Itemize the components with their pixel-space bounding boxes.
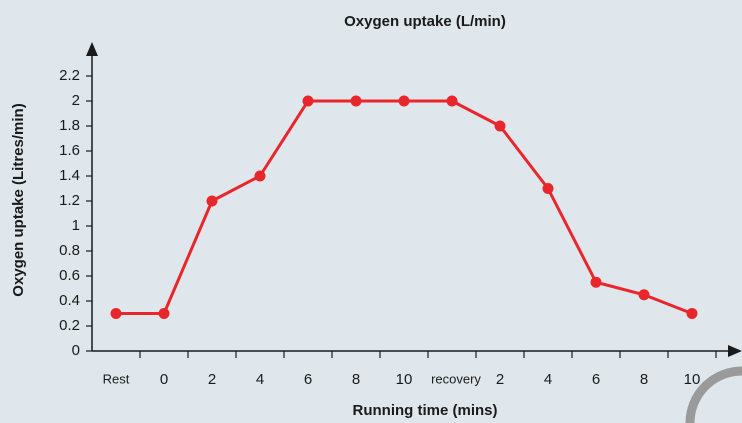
- y-tick-label: 2: [72, 92, 80, 109]
- data-line: [116, 99, 693, 315]
- data-point: [686, 308, 698, 319]
- data-point: [398, 95, 410, 107]
- data-point: [158, 308, 170, 319]
- y-tick-label: 1.6: [59, 142, 80, 159]
- data-point: [446, 95, 458, 107]
- y-axis-arrow: [86, 42, 98, 56]
- data-point: [206, 195, 218, 207]
- x-tick-label: 10: [396, 371, 413, 388]
- x-tick-label: recovery: [431, 371, 481, 386]
- y-tick-label: 1.8: [59, 117, 80, 134]
- x-tick-label: 4: [256, 371, 264, 388]
- y-tick-label: 0.8: [59, 242, 80, 259]
- y-tick-label: 1: [72, 217, 80, 234]
- data-point: [494, 120, 506, 132]
- x-tick-label: 10: [684, 371, 701, 388]
- x-tick-label: 8: [352, 371, 360, 388]
- x-tick-label: 0: [160, 371, 168, 388]
- data-point: [590, 276, 602, 288]
- data-point: [110, 308, 122, 319]
- x-tick-label: 2: [208, 371, 216, 388]
- x-tick-label: 6: [304, 371, 312, 388]
- y-tick-label: 0.2: [59, 317, 80, 334]
- x-tick-label: 6: [592, 371, 600, 388]
- decoration-arc: [685, 366, 742, 423]
- y-tick-label: 1.4: [59, 167, 80, 184]
- x-tick-label: 4: [544, 371, 552, 388]
- data-point: [302, 95, 314, 107]
- x-tick-label: 8: [640, 371, 648, 388]
- chart-title: Oxygen uptake (L/min): [344, 13, 506, 30]
- x-tick-label: Rest: [103, 371, 130, 386]
- y-tick-label: 1.2: [59, 192, 80, 209]
- data-point: [638, 289, 650, 301]
- y-tick-label: 0.6: [59, 267, 80, 284]
- y-tick-label: 0: [72, 342, 80, 359]
- data-point: [254, 170, 266, 182]
- x-tick-label: 2: [496, 371, 504, 388]
- data-point: [350, 95, 362, 107]
- x-axis-label: Running time (mins): [353, 402, 498, 419]
- data-point: [542, 183, 554, 194]
- x-axis-arrow: [728, 345, 742, 357]
- y-tick-label: 2.2: [59, 67, 80, 84]
- y-tick-label: 0.4: [59, 292, 80, 309]
- y-axis-label: Oxygen uptake (Litres/min): [10, 103, 27, 296]
